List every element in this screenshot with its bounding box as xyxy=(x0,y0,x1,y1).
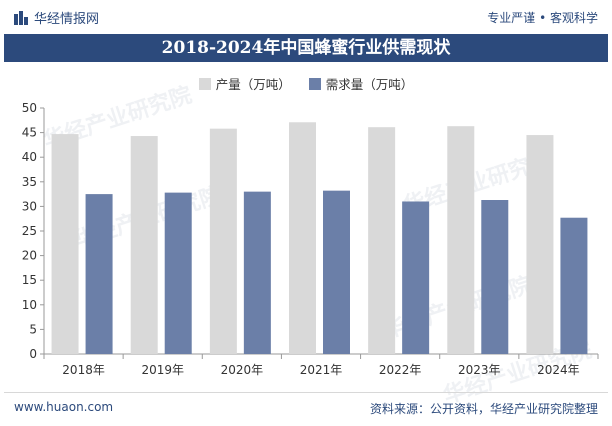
bar-demand xyxy=(402,201,430,354)
y-tick-label: 35 xyxy=(22,175,37,189)
legend-swatch-production xyxy=(198,77,211,90)
y-tick-label: 0 xyxy=(29,347,37,361)
bar-demand xyxy=(323,190,350,354)
header: 华经情报网 专业严谨 • 客观科学 xyxy=(0,0,612,34)
bar-demand xyxy=(481,200,509,354)
y-tick-label: 10 xyxy=(22,298,37,312)
legend-swatch-demand xyxy=(308,77,321,90)
footer-divider xyxy=(4,392,608,393)
bar-production xyxy=(130,136,158,354)
bar-production xyxy=(209,128,237,354)
y-tick-label: 30 xyxy=(22,199,37,213)
x-tick-label: 2020年 xyxy=(221,363,264,377)
y-tick-label: 20 xyxy=(22,249,37,263)
bar-demand xyxy=(85,194,113,354)
legend-label-production: 产量（万吨） xyxy=(215,77,291,92)
bar-demand xyxy=(164,192,192,354)
tagline: 专业严谨 • 客观科学 xyxy=(487,11,598,25)
bar-production xyxy=(51,134,79,354)
y-tick-label: 25 xyxy=(22,224,37,238)
bar-production xyxy=(289,122,316,354)
x-tick-label: 2019年 xyxy=(141,363,184,377)
bar-production xyxy=(447,126,475,354)
x-tick-label: 2024年 xyxy=(537,363,580,377)
x-tick-label: 2023年 xyxy=(458,363,501,377)
brand-name: 华经情报网 xyxy=(34,12,100,27)
y-tick-label: 5 xyxy=(29,322,37,336)
legend-label-demand: 需求量（万吨） xyxy=(325,77,414,92)
brand-logo-icon xyxy=(14,10,28,25)
footer-source: 资料来源：公开资料，华经产业研究院整理 xyxy=(369,402,598,416)
bar-production xyxy=(526,135,554,354)
y-tick-label: 45 xyxy=(22,126,37,140)
y-tick-label: 40 xyxy=(22,150,37,164)
legend-item-demand: 需求量（万吨） xyxy=(308,74,414,93)
y-tick-label: 50 xyxy=(22,101,37,115)
chart-legend: 产量（万吨） 需求量（万吨） xyxy=(0,74,612,93)
x-tick-label: 2021年 xyxy=(300,363,343,377)
brand[interactable]: 华经情报网 xyxy=(14,8,99,27)
bar-demand xyxy=(560,217,588,354)
footer-url[interactable]: www.huaon.com xyxy=(14,400,114,414)
x-tick-label: 2018年 xyxy=(62,363,105,377)
chart-title: 2018-2024年中国蜂蜜行业供需现状 xyxy=(4,34,608,62)
legend-item-production: 产量（万吨） xyxy=(198,74,291,93)
bar-demand xyxy=(243,191,271,354)
bar-production xyxy=(368,127,396,354)
x-tick-label: 2022年 xyxy=(379,363,422,377)
y-tick-label: 15 xyxy=(22,273,37,287)
